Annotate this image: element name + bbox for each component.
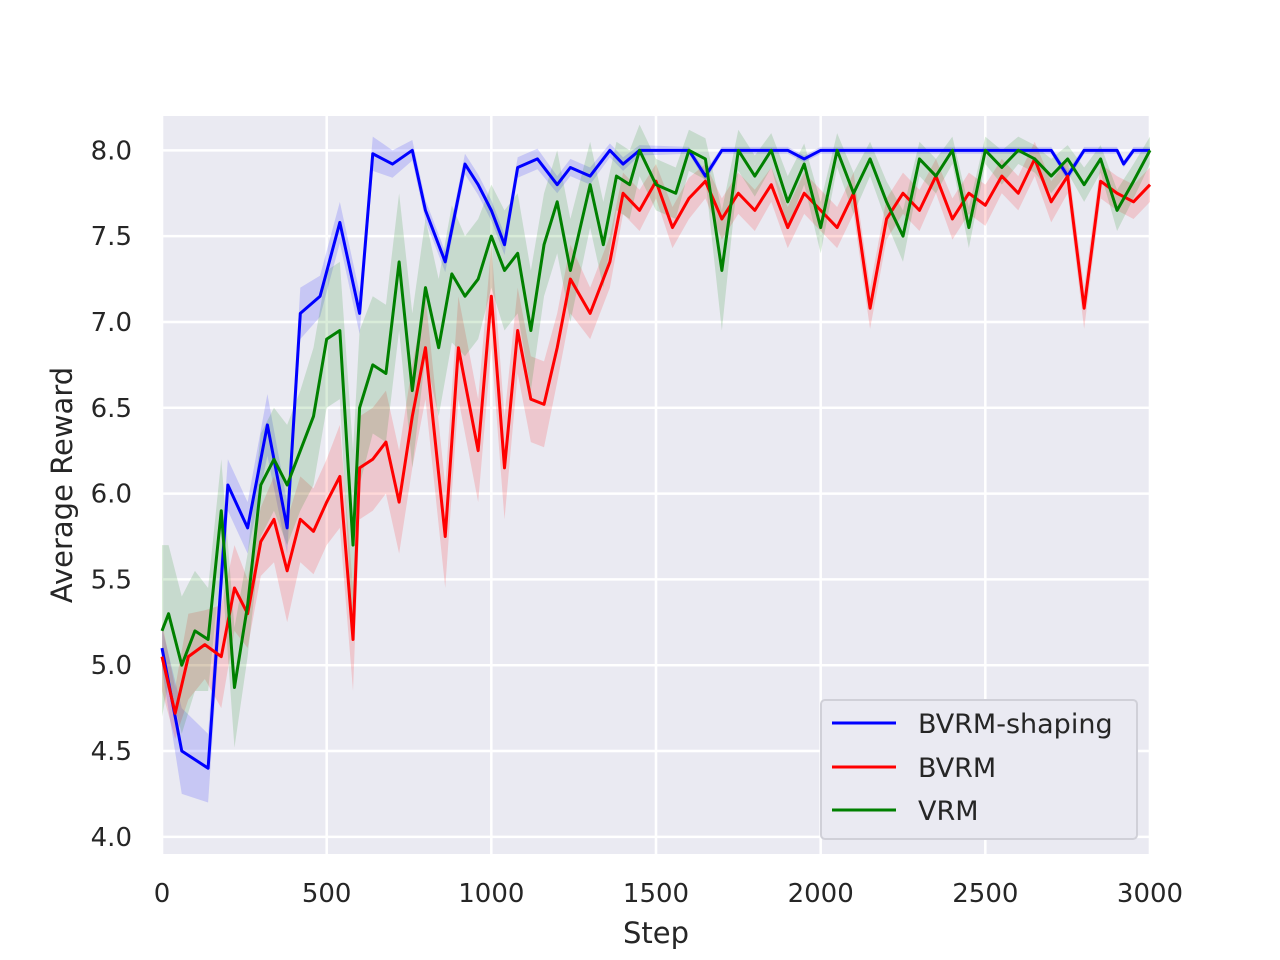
y-tick-label: 4.5 (91, 737, 132, 767)
legend-label-bvrm-shaping: BVRM-shaping (918, 709, 1113, 740)
x-tick-label: 1000 (458, 879, 524, 909)
y-tick-label: 7.5 (91, 222, 132, 252)
y-tick-labels: 4.0 4.5 5.0 5.5 6.0 6.5 7.0 7.5 8.0 (91, 136, 132, 853)
x-tick-label: 3000 (1117, 879, 1183, 909)
legend-box (820, 699, 1138, 840)
y-tick-label: 6.0 (91, 480, 132, 510)
x-tick-label: 2000 (788, 879, 854, 909)
series-lines (160, 148, 1152, 770)
legend-label-bvrm: BVRM (918, 753, 996, 784)
series-line-bvrm (160, 157, 1152, 715)
x-tick-labels: 0 500 1000 1500 2000 2500 3000 (154, 879, 1183, 909)
y-tick-label: 7.0 (91, 308, 132, 338)
x-tick-label: 2500 (952, 879, 1018, 909)
y-tick-label: 6.5 (91, 394, 132, 424)
y-tick-label: 8.0 (91, 136, 132, 166)
x-axis-label: Step (623, 916, 689, 950)
x-tick-label: 500 (302, 879, 352, 909)
y-tick-label: 5.5 (91, 565, 132, 595)
y-tick-label: 5.0 (91, 651, 132, 681)
x-tick-label: 0 (154, 879, 171, 909)
legend: BVRM-shaping BVRM VRM (820, 699, 1138, 840)
legend-label-vrm: VRM (918, 796, 979, 827)
series-line-vrm (160, 148, 1152, 690)
x-tick-label: 1500 (623, 879, 689, 909)
y-tick-label: 4.0 (91, 823, 132, 853)
y-axis-label: Average Reward (45, 367, 79, 603)
